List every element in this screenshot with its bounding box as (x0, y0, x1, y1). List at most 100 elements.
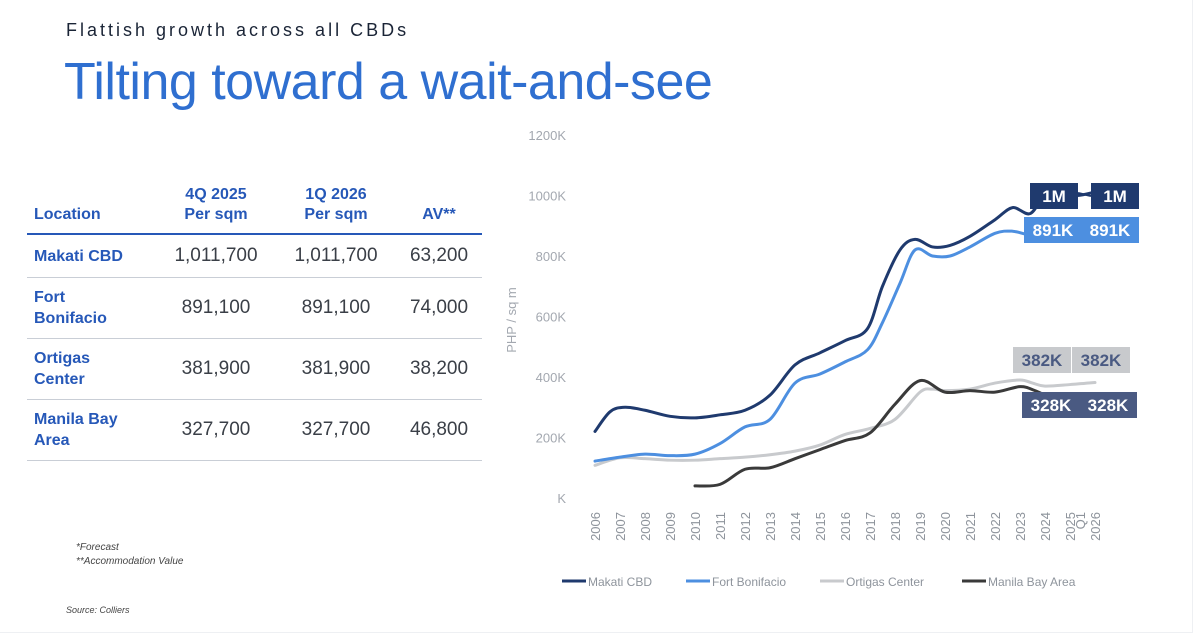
svg-text:2013: 2013 (763, 512, 778, 541)
series-line-manila-bay-area (693, 378, 1097, 488)
svg-text:2012: 2012 (738, 512, 753, 541)
y-tick-label: K (557, 491, 566, 506)
header-q1-2026: 1Q 2026 Per sqm (276, 185, 396, 235)
table-row: Ortigas Center 381,900 381,900 38,200 (27, 338, 482, 400)
row-q4-2025: 891,100 (156, 277, 276, 339)
footnote-forecast: *Forecast (76, 542, 119, 553)
page-title: Tilting toward a wait-and-see (64, 53, 713, 111)
y-tick-label: 200K (536, 431, 567, 446)
svg-text:2022: 2022 (988, 512, 1003, 541)
y-tick-label: 400K (536, 370, 567, 385)
table-row: Manila Bay Area 327,700 327,700 46,800 (27, 399, 482, 461)
data-label-box (1072, 347, 1130, 373)
row-q4-2025: 381,900 (156, 338, 276, 400)
row-av: 74,000 (396, 277, 482, 339)
legend-label: Fort Bonifacio (712, 575, 786, 589)
data-label-box (1030, 183, 1078, 209)
table-row: Fort Bonifacio 891,100 891,100 74,000 (27, 277, 482, 339)
header-q1-2026-line2: Per sqm (304, 206, 368, 223)
y-axis-label: PHP / sq m (504, 287, 519, 353)
table-header-row: Location 4Q 2025 Per sqm 1Q 2026 Per sqm… (27, 185, 482, 235)
header-location: Location (27, 185, 156, 235)
legend-label: Ortigas Center (846, 575, 924, 589)
svg-text:2023: 2023 (1013, 512, 1028, 541)
rent-table: Location 4Q 2025 Per sqm 1Q 2026 Per sqm… (27, 185, 482, 461)
x-tick-label: 2023 (1013, 512, 1028, 541)
x-tick-label: 2021 (963, 512, 978, 541)
y-tick-label: 800K (536, 249, 567, 264)
svg-text:2019: 2019 (913, 512, 928, 541)
source-note: Source: Colliers (66, 605, 130, 615)
data-label: 1M (1042, 187, 1066, 206)
x-tick-label: 2009 (663, 512, 678, 541)
x-tick-label: 2025 (1063, 512, 1078, 541)
x-tick-label: 2018 (888, 512, 903, 541)
data-label: 891K (1033, 221, 1074, 240)
svg-text:2020: 2020 (938, 512, 953, 541)
svg-text:2009: 2009 (663, 512, 678, 541)
svg-text:2010: 2010 (688, 512, 703, 541)
row-av: 46,800 (396, 399, 482, 461)
header-av-label: AV** (422, 206, 456, 223)
price-line-chart: K 200K 400K 600K 800K 1000K 1200K PHP / sq m 200… (504, 128, 1139, 589)
data-label-box (1013, 347, 1071, 373)
x-tick-label: 2015 (813, 512, 828, 541)
row-q4-2025: 327,700 (156, 399, 276, 461)
svg-text:2016: 2016 (838, 512, 853, 541)
legend-label: Makati CBD (588, 575, 652, 589)
x-tick-label: 2007 (613, 512, 628, 541)
x-tick-label: 2014 (788, 512, 803, 541)
svg-text:2021: 2021 (963, 512, 978, 541)
row-location-line1: Manila Bay (34, 411, 118, 428)
row-q1-2026: 327,700 (276, 399, 396, 461)
header-q1-2026-line1: 1Q 2026 (305, 186, 367, 203)
x-tick-label: 2019 (913, 512, 928, 541)
series-line-makati-cbd (593, 190, 1097, 433)
data-label: 891K (1090, 221, 1131, 240)
row-location: Manila Bay Area (27, 399, 156, 461)
x-tick-label: 2012 (738, 512, 753, 541)
row-location-line2: Bonifacio (34, 310, 107, 327)
x-tick-label: 2020 (938, 512, 953, 541)
data-label-box (1091, 183, 1139, 209)
row-av: 38,200 (396, 338, 482, 400)
data-label-box (1081, 217, 1139, 243)
x-tick-label: 2013 (763, 512, 778, 541)
svg-text:2014: 2014 (788, 512, 803, 541)
series-line-fort-bonifacio (593, 226, 1097, 463)
svg-text:2011: 2011 (713, 512, 728, 540)
svg-text:2018: 2018 (888, 512, 903, 541)
footnotes: *Forecast **Accommodation Value (76, 541, 183, 569)
data-label: 382K (1081, 351, 1122, 370)
legend-label: Manila Bay Area (988, 575, 1076, 589)
data-label: 1M (1103, 187, 1127, 206)
svg-text:2025: 2025 (1063, 512, 1078, 541)
svg-text:2007: 2007 (613, 512, 628, 541)
x-tick-label: 2008 (638, 512, 653, 541)
svg-text:2008: 2008 (638, 512, 653, 541)
svg-text:Q1: Q1 (1073, 512, 1088, 529)
x-tick-label: 2011 (713, 512, 728, 540)
data-label: 382K (1022, 351, 1063, 370)
data-label-box (1024, 217, 1082, 243)
table-row: Makati CBD 1,011,700 1,011,700 63,200 (27, 234, 482, 278)
y-tick-label: 1000K (528, 189, 566, 204)
footnote-av: **Accommodation Value (76, 556, 184, 567)
kicker-text: Flattish growth across all CBDs (66, 20, 410, 40)
data-label-box (1022, 392, 1080, 418)
x-tick-label: 2022 (988, 512, 1003, 541)
x-tick-label: 2024 (1038, 512, 1053, 541)
row-q1-2026: 891,100 (276, 277, 396, 339)
svg-text:2006: 2006 (588, 512, 603, 541)
x-tick-label: 2010 (688, 512, 703, 541)
header-q4-2025-line1: 4Q 2025 (185, 186, 247, 203)
data-label: 328K (1088, 396, 1129, 415)
row-location: Makati CBD (27, 234, 156, 278)
header-location-label: Location (34, 206, 101, 223)
header-q4-2025: 4Q 2025 Per sqm (156, 185, 276, 235)
x-tick-label: 2006 (588, 512, 603, 541)
row-av: 63,200 (396, 234, 482, 278)
svg-text:2026: 2026 (1088, 512, 1103, 541)
row-q4-2025: 1,011,700 (156, 234, 276, 278)
